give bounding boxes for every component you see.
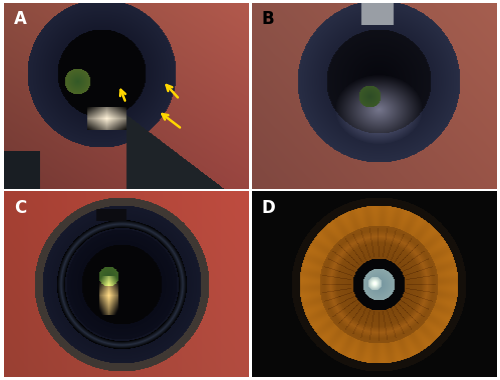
Text: C: C (14, 199, 26, 217)
Text: B: B (262, 11, 274, 28)
Text: D: D (262, 199, 276, 217)
Text: A: A (14, 11, 26, 28)
